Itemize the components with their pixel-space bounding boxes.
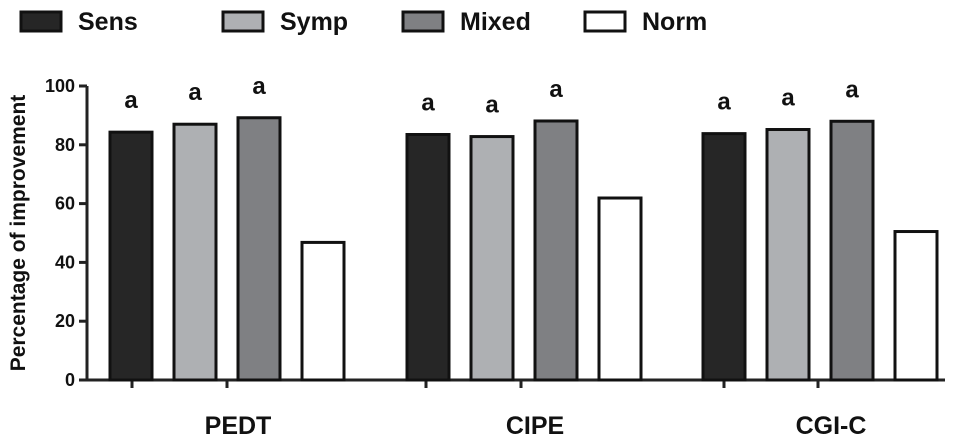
legend-label-symp: Symp xyxy=(280,8,348,36)
significance-label-cipe-sens: a xyxy=(421,90,435,117)
significance-label-cgi-c-mixed: a xyxy=(845,76,859,103)
bar-pedt-sens xyxy=(108,130,154,382)
bar-pedt-symp xyxy=(172,122,218,382)
bar-pedt-mixed xyxy=(236,116,282,382)
legend-swatch-norm xyxy=(583,10,627,33)
y-tick-label-40: 40 xyxy=(55,252,75,272)
legend-label-mixed: Mixed xyxy=(460,8,531,36)
significance-label-cgi-c-symp: a xyxy=(781,85,795,112)
bar-cipe-mixed xyxy=(533,119,579,382)
y-tick-label-80: 80 xyxy=(55,135,75,155)
legend-swatch-symp xyxy=(221,10,265,33)
significance-label-cipe-mixed: a xyxy=(549,76,563,103)
legend-swatch-mixed xyxy=(401,10,445,33)
significance-label-pedt-symp: a xyxy=(188,79,202,106)
bar-cipe-symp xyxy=(469,135,515,382)
bar-cipe-sens xyxy=(405,133,451,382)
x-category-label-cgi-c: CGI-C xyxy=(796,412,867,437)
significance-label-pedt-mixed: a xyxy=(252,73,266,100)
bar-cgi-c-mixed xyxy=(829,119,875,382)
legend-label-sens: Sens xyxy=(78,8,138,36)
significance-label-pedt-sens: a xyxy=(124,87,138,114)
bar-cgi-c-symp xyxy=(765,128,811,382)
bar-cgi-c-sens xyxy=(701,132,747,382)
plot-area: 0 20 40 60 80 100 a a a PEDT a a a CIPE a a a CGI-C xyxy=(45,73,945,437)
y-tick-label-0: 0 xyxy=(65,370,75,390)
y-axis-label: Percentage of improvement xyxy=(7,95,30,372)
y-tick-label-60: 60 xyxy=(55,194,75,214)
legend-swatch-sens xyxy=(19,10,63,33)
y-tick-label-20: 20 xyxy=(55,311,75,331)
y-tick-label-100: 100 xyxy=(45,76,75,96)
significance-label-cipe-symp: a xyxy=(485,92,499,119)
bar-cgi-c-norm xyxy=(893,230,939,382)
bar-cipe-norm xyxy=(597,196,643,382)
x-category-label-cipe: CIPE xyxy=(506,412,564,437)
significance-label-cgi-c-sens: a xyxy=(717,89,731,116)
legend-label-norm: Norm xyxy=(642,8,707,36)
legend: Sens Symp Mixed Norm xyxy=(19,8,707,36)
x-category-label-pedt: PEDT xyxy=(205,412,272,437)
bar-pedt-norm xyxy=(300,240,346,382)
